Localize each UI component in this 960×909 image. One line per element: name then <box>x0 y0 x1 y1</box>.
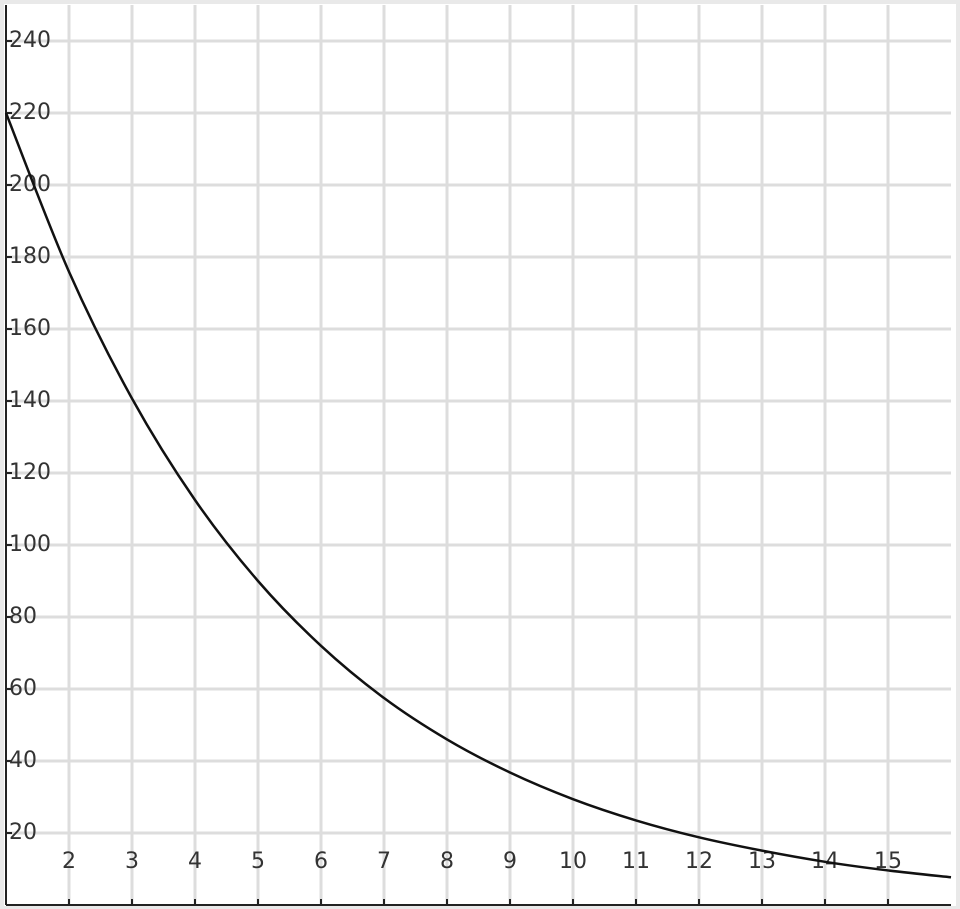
x-tick-label: 7 <box>377 849 391 874</box>
y-tick-label: 220 <box>9 100 51 125</box>
y-tick-label: 40 <box>9 748 37 773</box>
x-tick-label: 2 <box>62 849 76 874</box>
x-tick-label: 4 <box>188 849 202 874</box>
plot-background <box>4 4 956 906</box>
x-tick-label: 12 <box>685 849 713 874</box>
x-tick-label: 10 <box>559 849 587 874</box>
y-tick-label: 60 <box>9 676 37 701</box>
line <box>4 112 952 879</box>
x-tick-label: 11 <box>622 849 650 874</box>
y-tick-label: 80 <box>9 604 37 629</box>
y-tick-label: 140 <box>9 388 51 413</box>
y-tick-label: 120 <box>9 460 51 485</box>
y-tick-label: 180 <box>9 244 51 269</box>
x-tick-label: 6 <box>314 849 328 874</box>
y-tick-label: 20 <box>9 820 37 845</box>
x-tick-label: 3 <box>125 849 139 874</box>
x-tick-label: 8 <box>440 849 454 874</box>
y-tick-label: 100 <box>9 532 51 557</box>
x-tick-label: 5 <box>251 849 265 874</box>
y-tick-label: 240 <box>9 28 51 53</box>
x-tick-label: 9 <box>503 849 517 874</box>
y-tick-label: 160 <box>9 316 51 341</box>
